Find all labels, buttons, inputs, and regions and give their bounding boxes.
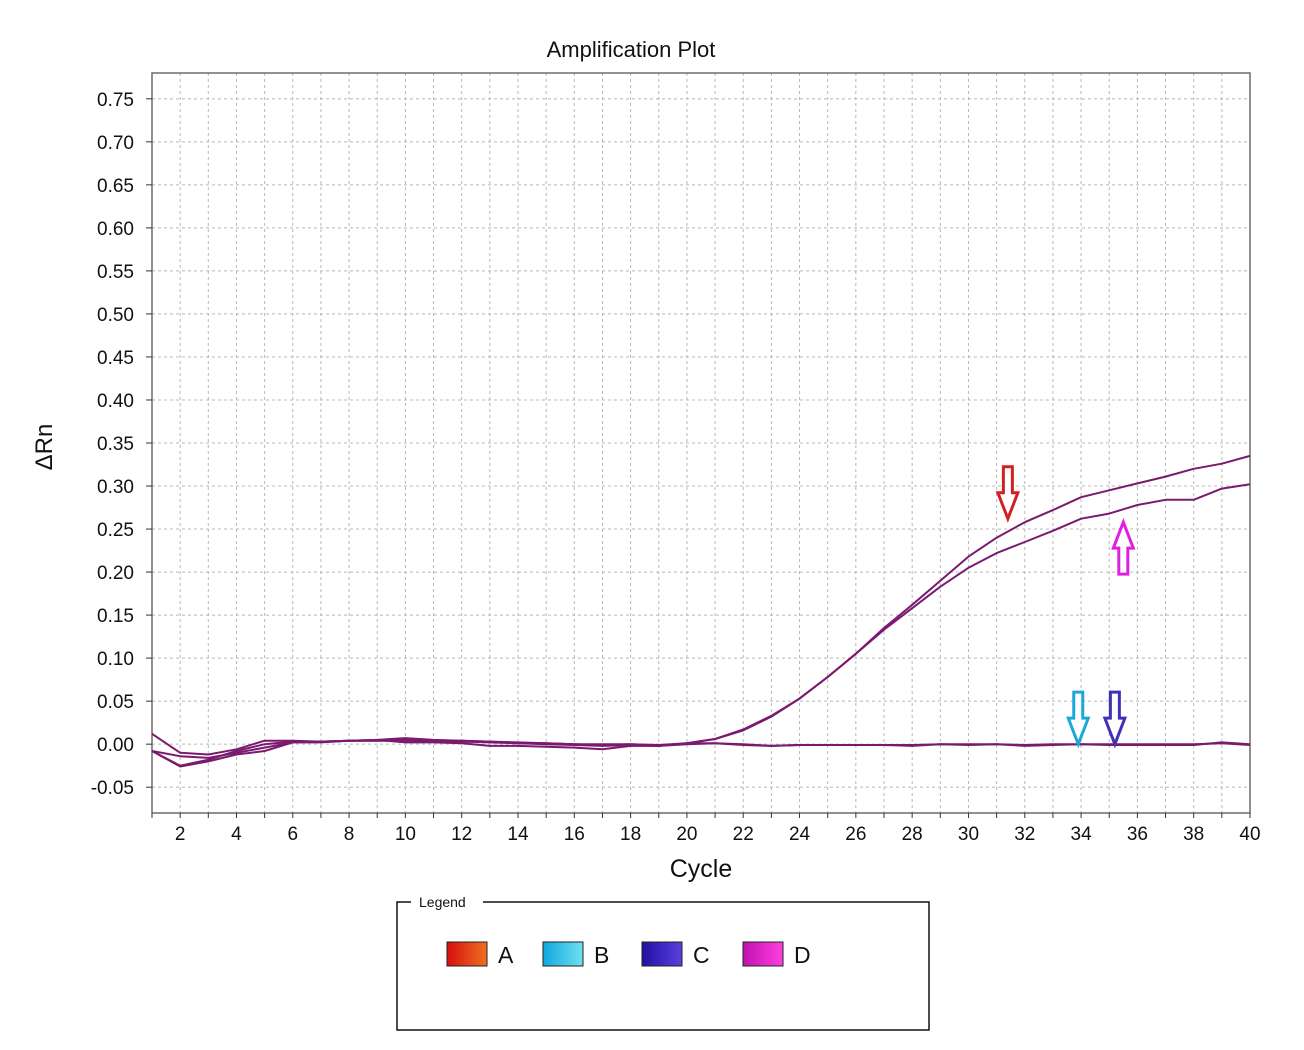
chart-title: Amplification Plot [547, 37, 716, 62]
legend-swatch-d [742, 941, 784, 967]
x-axis-ticks: 2 4 6 8 10 12 14 16 18 20 22 24 26 28 30 32 34 36 38 40 [151, 813, 1261, 845]
y-axis-title: ΔRn [31, 424, 58, 471]
x-tick-label: 10 [395, 824, 416, 845]
y-tick-label: 0.10 [97, 649, 134, 670]
y-tick-label: 0.75 [97, 90, 134, 111]
y-tick-label: 0.15 [97, 606, 134, 627]
legend-title: Legend [419, 894, 466, 910]
series-line-4 [151, 737, 1251, 759]
legend-swatch-c [641, 941, 683, 967]
legend-label-c: C [693, 942, 710, 968]
legend-entries: A B C D [446, 941, 811, 968]
x-tick-label: 34 [1071, 824, 1093, 845]
legend: Legend A B C D [396, 894, 930, 1031]
series-lines [151, 454, 1251, 768]
legend-swatch-b [542, 941, 584, 967]
x-axis-title: Cycle [670, 855, 733, 883]
y-tick-label: 0.70 [97, 133, 134, 154]
y-tick-label: 0.60 [97, 219, 134, 240]
y-tick-label: 0.35 [97, 434, 134, 455]
x-tick-label: 22 [733, 824, 754, 845]
x-tick-label: 8 [344, 824, 355, 845]
x-tick-label: 6 [287, 824, 298, 845]
legend-label-d: D [794, 942, 811, 968]
y-axis-ticks: -0.05 0.00 0.05 0.10 0.15 0.20 0.25 0.30 0.35 0.4… [91, 90, 152, 799]
x-tick-label: 12 [451, 824, 472, 845]
y-tick-label: -0.05 [91, 778, 134, 799]
x-tick-label: 20 [676, 824, 697, 845]
y-tick-label: 0.05 [97, 692, 134, 713]
y-tick-label: 0.50 [97, 305, 134, 326]
legend-label-a: A [498, 942, 514, 968]
legend-label-b: B [594, 942, 609, 968]
x-tick-label: 16 [564, 824, 585, 845]
x-tick-label: 4 [231, 824, 242, 845]
y-tick-label: 0.40 [97, 391, 134, 412]
x-tick-label: 26 [845, 824, 866, 845]
legend-title-gap [411, 895, 483, 909]
x-tick-label: 32 [1014, 824, 1035, 845]
legend-swatch-a [446, 941, 488, 967]
x-tick-label: 30 [958, 824, 979, 845]
y-tick-label: 0.00 [97, 735, 134, 756]
y-tick-label: 0.65 [97, 176, 134, 197]
annotation-arrow-1 [995, 465, 1021, 523]
annotation-arrow-4 [1102, 690, 1128, 749]
y-tick-label: 0.55 [97, 262, 134, 283]
x-tick-label: 2 [175, 824, 186, 845]
annotation-arrow-3 [1066, 690, 1091, 749]
x-tick-label: 40 [1239, 824, 1260, 845]
series-line-1 [151, 454, 1251, 756]
y-tick-label: 0.20 [97, 563, 134, 584]
x-tick-label: 28 [902, 824, 923, 845]
x-tick-label: 38 [1183, 824, 1204, 845]
y-tick-label: 0.30 [97, 477, 134, 498]
x-tick-label: 24 [789, 824, 811, 845]
annotation-arrow-2 [1111, 517, 1136, 576]
y-tick-label: 0.25 [97, 520, 134, 541]
x-tick-label: 14 [507, 824, 529, 845]
x-tick-label: 18 [620, 824, 641, 845]
grid [151, 73, 1251, 813]
x-tick-label: 36 [1127, 824, 1148, 845]
annotation-arrows [995, 465, 1136, 749]
y-tick-label: 0.45 [97, 348, 134, 369]
